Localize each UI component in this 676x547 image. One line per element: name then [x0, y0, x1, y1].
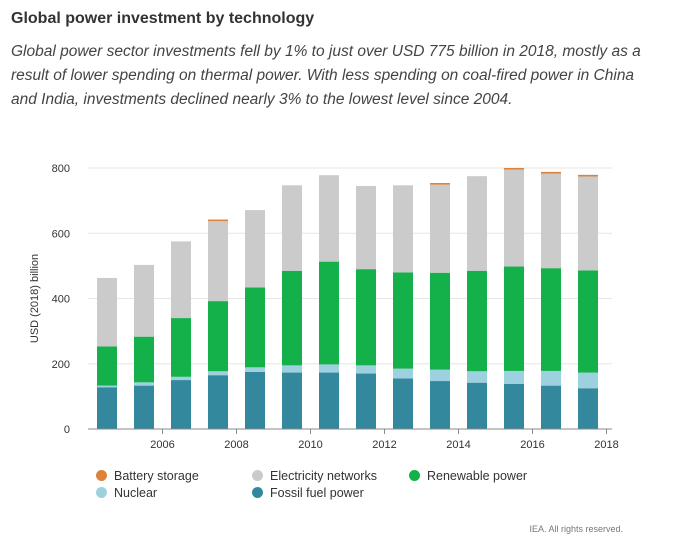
y-tick-label: 400	[52, 294, 70, 306]
bar-segment	[393, 185, 413, 273]
bar-segment	[171, 318, 191, 377]
legend-swatch-renewable-power	[409, 470, 420, 481]
bar-segment	[541, 385, 561, 429]
y-tick-label: 600	[52, 228, 70, 240]
bar-segment	[134, 385, 154, 429]
bar-segment	[504, 169, 524, 267]
bar-segment	[97, 387, 117, 429]
bar-segment	[245, 371, 265, 429]
bar-segment	[134, 382, 154, 386]
bar-segment	[541, 370, 561, 386]
bar-segment	[245, 287, 265, 368]
legend-label: Fossil fuel power	[270, 486, 364, 500]
bar-segment	[467, 176, 487, 271]
bar-segment	[541, 268, 561, 371]
y-tick-label: 800	[52, 163, 70, 175]
bar-segment	[319, 372, 339, 429]
bar-segment	[578, 174, 598, 177]
x-tick-label: 2008	[224, 439, 248, 451]
bar-segment	[430, 369, 450, 382]
bar-segment	[393, 378, 413, 429]
bar-segment	[356, 269, 376, 366]
legend-battery-storage[interactable]: Battery storage	[96, 469, 199, 483]
bar-segment	[171, 376, 191, 381]
bar-segment	[578, 270, 598, 373]
bar-segment	[578, 176, 598, 271]
bar-segment	[134, 264, 154, 337]
bar-segment	[467, 382, 487, 429]
bar-segment	[208, 301, 228, 372]
bar-segment	[97, 385, 117, 388]
x-tick-label: 2014	[446, 439, 470, 451]
x-tick-label: 2012	[372, 439, 396, 451]
legend-fossil-fuel-power[interactable]: Fossil fuel power	[252, 486, 364, 500]
bar-segment	[430, 272, 450, 370]
y-tick-label: 0	[64, 424, 70, 436]
bar-segment	[282, 372, 302, 429]
bar-segment	[504, 383, 524, 429]
legend-swatch-electricity-networks	[252, 470, 263, 481]
bar-segment	[430, 183, 450, 185]
bar-segment	[319, 364, 339, 373]
bar-segment	[245, 210, 265, 288]
bar-segment	[282, 185, 302, 271]
bar-segment	[467, 371, 487, 383]
bar-segment	[245, 367, 265, 372]
bar-segment	[282, 270, 302, 366]
bar-segment	[282, 365, 302, 373]
chart-subtitle: Global power sector investments fell by …	[11, 43, 641, 108]
bar-segment	[356, 373, 376, 429]
bar-segment	[319, 175, 339, 262]
y-axis-title: USD (2018) billion	[29, 254, 41, 343]
bar-segment	[541, 173, 561, 269]
bar-segment	[208, 219, 228, 222]
legend-electricity-networks[interactable]: Electricity networks	[252, 469, 377, 483]
chart-title: Global power investment by technology	[11, 10, 315, 27]
legend-label: Renewable power	[427, 469, 528, 483]
bar-segment	[208, 375, 228, 429]
bar-segment	[393, 272, 413, 369]
bar-segment	[97, 346, 117, 386]
legend-swatch-nuclear	[96, 487, 107, 498]
copyright-footer: IEA. All rights reserved.	[529, 524, 623, 534]
bar-segment	[504, 370, 524, 384]
bar-segment	[356, 365, 376, 374]
bar-segment	[171, 380, 191, 429]
legend-swatch-battery-storage	[96, 470, 107, 481]
bar-segment	[319, 261, 339, 365]
bar-segment	[356, 185, 376, 270]
legend-swatch-fossil-fuel-power	[252, 487, 263, 498]
x-tick-label: 2006	[150, 439, 174, 451]
legend-label: Nuclear	[114, 486, 158, 500]
bar-segment	[578, 388, 598, 429]
bar-segment	[97, 277, 117, 347]
bar-segment	[430, 184, 450, 273]
bar-segment	[393, 368, 413, 379]
x-tick-label: 2010	[298, 439, 322, 451]
y-tick-label: 200	[52, 359, 70, 371]
x-tick-label: 2016	[520, 439, 544, 451]
bar-segment	[541, 171, 561, 174]
bar-segment	[578, 372, 598, 389]
bar-segment	[208, 371, 228, 376]
legend-renewable-power[interactable]: Renewable power	[409, 469, 527, 483]
bar-segment	[430, 381, 450, 429]
bar-segment	[504, 168, 524, 170]
x-tick-label: 2018	[594, 439, 618, 451]
legend-label: Battery storage	[114, 469, 199, 483]
bar-segment	[134, 336, 154, 383]
bar-segment	[171, 241, 191, 319]
bar-segment	[467, 270, 487, 372]
legend-nuclear[interactable]: Nuclear	[96, 486, 157, 500]
legend-label: Electricity networks	[270, 469, 377, 483]
bar-segment	[208, 221, 228, 302]
bar-segment	[504, 266, 524, 371]
